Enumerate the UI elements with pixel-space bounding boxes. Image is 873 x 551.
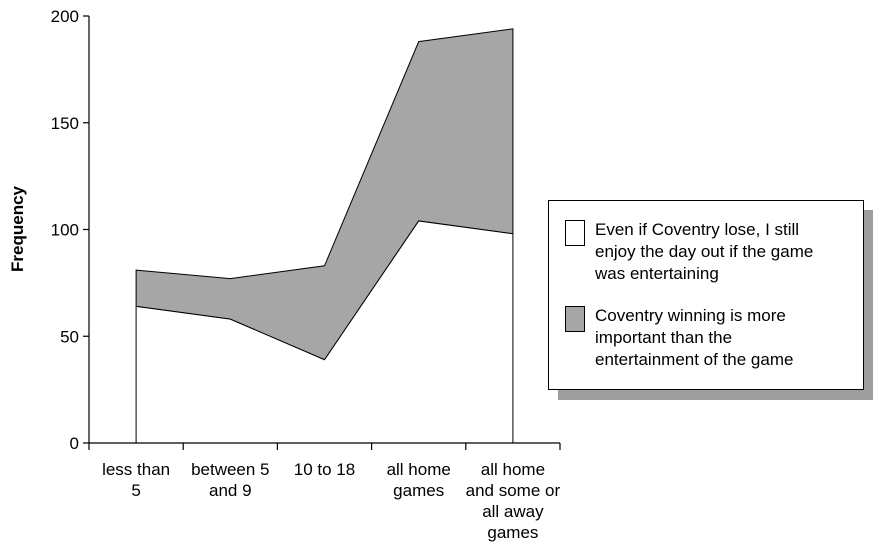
legend-swatch-grey xyxy=(565,306,585,332)
x-category-label: all home and some or all away games xyxy=(466,460,561,542)
area-layers xyxy=(135,28,514,444)
x-category-label-line: between 5 xyxy=(191,460,269,479)
legend-line: Coventry winning is more xyxy=(595,306,786,325)
y-tick-labels: 0 50 100 150 200 xyxy=(51,7,79,453)
legend-line: Even if Coventry lose, I still xyxy=(595,220,800,239)
y-axis-label: Frequency xyxy=(8,185,27,272)
legend-label-lose-but-entertained: Even if Coventry lose, I still enjoy the… xyxy=(595,219,853,285)
x-tick-labels: less than 5 between 5 and 9 10 to 18 all home… xyxy=(102,460,560,542)
x-category-label-line: 5 xyxy=(131,481,140,500)
x-category-label: 10 to 18 xyxy=(294,460,355,479)
y-tick-label: 100 xyxy=(51,221,79,240)
y-tick-label: 200 xyxy=(51,7,79,26)
y-tick-label: 0 xyxy=(70,434,79,453)
legend-label-winning-more-important: Coventry winning is more important than … xyxy=(595,305,853,371)
x-category-label-line: games xyxy=(487,523,538,542)
legend-line: enjoy the day out if the game xyxy=(595,242,814,261)
x-category-label-line: and some or xyxy=(466,481,561,500)
y-tick-label: 150 xyxy=(51,114,79,133)
x-category-label-line: less than xyxy=(102,460,170,479)
x-category-label-line: all away xyxy=(482,502,544,521)
x-category-label-line: all home xyxy=(481,460,545,479)
legend-line: entertainment of the game xyxy=(595,350,794,369)
legend: Even if Coventry lose, I still enjoy the… xyxy=(548,200,873,400)
legend-item-lose-but-entertained: Even if Coventry lose, I still enjoy the… xyxy=(565,219,853,285)
legend-line: was entertaining xyxy=(595,264,719,283)
x-category-label-line: games xyxy=(393,481,444,500)
area-series-lose-but-entertained xyxy=(135,220,514,444)
legend-box: Even if Coventry lose, I still enjoy the… xyxy=(548,200,864,390)
x-category-label: less than 5 xyxy=(102,460,170,500)
x-category-label: between 5 and 9 xyxy=(191,460,269,500)
legend-line: important than the xyxy=(595,328,733,347)
legend-item-winning-more-important: Coventry winning is more important than … xyxy=(565,305,853,371)
x-category-label-line: 10 to 18 xyxy=(294,460,355,479)
x-category-label-line: and 9 xyxy=(209,481,252,500)
x-category-label-line: all home xyxy=(387,460,451,479)
x-category-label: all home games xyxy=(387,460,451,500)
y-tick-label: 50 xyxy=(60,327,79,346)
axes xyxy=(83,15,561,450)
legend-swatch-white xyxy=(565,220,585,246)
